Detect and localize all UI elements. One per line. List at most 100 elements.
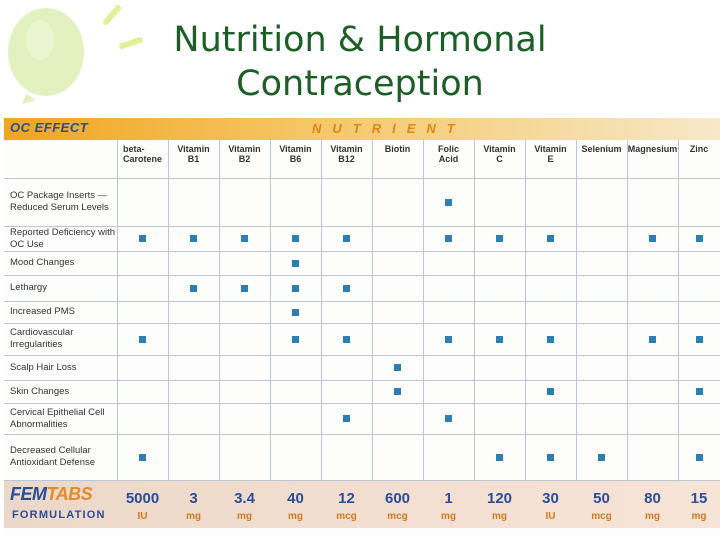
column-divider [576, 140, 577, 480]
effect-marker [445, 235, 452, 242]
effect-marker [547, 335, 554, 343]
nutrient-name-line-1: Selenium [581, 144, 622, 154]
nutrient-header: Vitamin B12 [321, 140, 372, 178]
row-divider [4, 403, 720, 404]
effect-label: Lethargy [10, 282, 47, 293]
effect-label: Skin Changes [10, 385, 70, 397]
title-line-2: Contraception [236, 64, 484, 104]
column-divider [117, 140, 118, 480]
effect-marker [343, 284, 350, 292]
effect-marker [139, 335, 146, 343]
dose-unit: mcg [387, 511, 408, 522]
nutrient-name-line-1: Biotin [384, 144, 411, 154]
dose-value: 5000 [125, 490, 160, 507]
column-divider [678, 140, 679, 480]
effect-label: Cervical Epithelial Cell Abnormalities [10, 406, 105, 430]
nutrient-name-line-1: Vitamin [177, 144, 210, 154]
dose-value: 1 [444, 490, 453, 507]
effect-marker [139, 453, 146, 461]
effect-marker [695, 388, 703, 395]
header-band [4, 118, 720, 140]
column-divider [627, 140, 628, 480]
effect-marker [598, 453, 605, 461]
effect-marker [445, 415, 452, 422]
nutrient-heading: NUTRIENT [312, 121, 466, 136]
effect-marker [695, 335, 703, 343]
dose-unit: mg [645, 511, 660, 522]
effect-marker [343, 335, 350, 343]
nutrient-name-line-2: E [547, 154, 554, 164]
effect-marker [241, 235, 248, 242]
logo-fem: FEM [10, 484, 47, 504]
nutrient-header: Vitamin B2 [219, 140, 270, 178]
dose-value: 12 [338, 490, 355, 507]
oc-effect-heading: OC EFFECT [10, 120, 89, 135]
effect-marker [292, 335, 299, 343]
column-divider [321, 140, 322, 480]
row-divider [4, 178, 720, 179]
nutrient-name-line-1: beta- [123, 144, 145, 154]
effect-marker [241, 284, 248, 292]
formulation-band [4, 480, 720, 528]
dose-unit: IU [545, 511, 556, 522]
nutrient-header: Vitamin B1 [168, 140, 219, 178]
effect-marker [445, 335, 452, 343]
nutrient-header: Biotin [372, 140, 423, 178]
column-divider [372, 140, 373, 480]
effect-label: Reported Deficiency with OC Use [10, 226, 116, 250]
dose-value: 80 [644, 490, 661, 507]
nutrient-name-line-2: B12 [338, 154, 355, 164]
row-divider [4, 355, 720, 356]
effect-marker [394, 364, 401, 371]
column-divider [423, 140, 424, 480]
nutrient-header: Magnesium [627, 140, 678, 178]
effect-marker [343, 235, 350, 242]
title-line-1: Nutrition & Hormonal [173, 20, 547, 60]
effect-label: Mood Changes [10, 257, 75, 268]
nutrient-name-line-1: Folic [437, 144, 459, 154]
effect-label: Decreased Cellular Antioxidant Defense [10, 445, 96, 468]
dose-value: 15 [690, 490, 708, 507]
dose-value: 30 [542, 490, 559, 507]
nutrient-name-line-2: Acid [438, 154, 459, 164]
effect-marker [292, 235, 299, 242]
nutrient-effect-table: OC EFFECT NUTRIENT FEMTABS FORMULATION b… [4, 118, 720, 536]
column-divider [219, 140, 220, 480]
row-divider [4, 226, 720, 227]
effect-marker [649, 235, 656, 242]
nutrient-name-line-1: Zinc [689, 144, 709, 154]
nutrient-header: Vitamin E [525, 140, 576, 178]
dose-unit: mg [441, 511, 456, 522]
row-divider [4, 480, 720, 481]
nutrient-name-line-1: Vitamin [534, 144, 567, 154]
nutrient-header: Vitamin C [474, 140, 525, 178]
row-divider [4, 323, 720, 324]
nutrient-name-line-2: B6 [289, 154, 302, 164]
nutrient-header: Folic Acid [423, 140, 474, 178]
balloon-decoration [8, 5, 143, 104]
nutrient-name-line-1: Vitamin [330, 144, 363, 154]
effect-marker [394, 388, 401, 395]
effect-marker [445, 198, 452, 206]
effect-marker [139, 235, 146, 242]
nutrient-name-line-2: C [496, 154, 503, 164]
effect-marker [547, 235, 554, 242]
nutrient-name-line-1: Vitamin [279, 144, 312, 154]
nutrient-name-line-1: Vitamin [483, 144, 516, 154]
dose-value: 600 [384, 490, 411, 507]
dose-value: 3 [189, 490, 198, 507]
effect-marker [496, 235, 503, 242]
dose-value: 3.4 [234, 490, 255, 507]
nutrient-name-line-1: Vitamin [228, 144, 261, 154]
effect-marker [695, 235, 703, 242]
effect-label: Cardiovascular Irregularities [10, 327, 74, 350]
effect-marker [547, 388, 554, 395]
formulation-label: FORMULATION [12, 509, 106, 521]
effect-label: OC Package Inserts — Reduced Serum Level… [10, 190, 109, 213]
effect-marker [292, 284, 299, 292]
column-divider [168, 140, 169, 480]
row-divider [4, 380, 720, 381]
nutrient-name-line-2: B2 [238, 154, 251, 164]
effect-marker [343, 415, 350, 422]
nutrient-header: Selenium [576, 140, 627, 178]
